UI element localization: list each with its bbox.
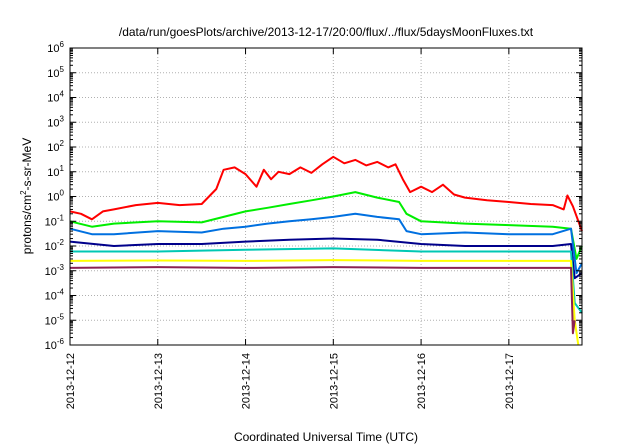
y-tick-label: 100 [47,189,64,204]
y-tick-label: 101 [47,164,64,179]
y-tick-exponent: 2 [60,139,65,148]
y-tick-exponent: 5 [60,65,65,74]
series-line-2 [69,191,583,260]
y-tick-exponent: 0 [60,189,65,198]
y-tick-exponent: 1 [60,164,65,173]
series-line-5 [70,247,583,314]
y-tick-base: 10 [47,192,59,204]
x-axis: 2013-12-12 2013-12-13 2013-12-14 2013-12-15… [65,48,516,409]
y-tick-base: 10 [47,167,59,179]
series-layer [69,155,583,346]
y-tick-base: 10 [47,43,59,55]
y-tick-base: 10 [45,216,57,228]
y-tick-base: 10 [45,241,57,253]
y-tick-exponent: -4 [57,288,65,297]
x-tick-label: 2013-12-12 [65,353,77,409]
y-tick-exponent: -5 [57,312,65,321]
x-axis-label: Coordinated Universal Time (UTC) [234,430,418,444]
x-tick-label: 2013-12-14 [241,353,253,409]
y-axis-label: protons/cm2-s-sr-MeV [19,138,34,254]
y-label-suffix: -s-sr-MeV [20,138,34,191]
y-tick-label: 10-6 [45,337,65,352]
y-tick-label: 10-5 [45,312,65,327]
x-tick-label: 2013-12-15 [328,353,340,409]
series-line-3 [69,212,583,275]
y-tick-exponent: -3 [57,263,65,272]
y-tick-base: 10 [47,93,59,105]
series-line-1 [69,155,583,232]
x-tick-label: 2013-12-17 [504,353,516,409]
y-tick-exponent: 3 [60,114,65,123]
y-tick-base: 10 [45,266,57,278]
y-tick-exponent: -2 [57,238,65,247]
y-tick-label: 10-4 [45,288,65,303]
y-tick-base: 10 [45,291,57,303]
y-tick-exponent: -6 [57,337,65,346]
y-axis: 10-610-510-410-310-210-11001011021031041… [45,40,582,352]
y-tick-exponent: -1 [57,213,65,222]
x-tick-label: 2013-12-13 [153,353,165,409]
grid [70,48,582,345]
chart-title: /data/run/goesPlots/archive/2013-12-17/2… [119,25,534,39]
series-line-7 [69,266,576,335]
y-tick-base: 10 [45,340,57,352]
y-tick-base: 10 [47,142,59,154]
y-label-prefix: protons/cm [20,195,34,254]
y-tick-label: 104 [47,90,64,105]
series-line-6 [69,259,580,346]
y-tick-base: 10 [45,315,57,327]
y-label-superscript: 2 [19,190,28,195]
y-tick-base: 10 [47,117,59,129]
y-tick-exponent: 6 [60,40,65,49]
y-tick-label: 106 [47,40,64,55]
y-tick-exponent: 4 [60,90,65,99]
y-tick-label: 10-1 [45,213,65,228]
y-tick-label: 10-2 [45,238,65,253]
y-tick-label: 105 [47,65,64,80]
y-tick-base: 10 [47,68,59,80]
y-tick-label: 10-3 [45,263,65,278]
series-line-4 [69,237,583,280]
y-tick-label: 103 [47,114,64,129]
y-tick-label: 102 [47,139,64,154]
x-tick-label: 2013-12-16 [416,353,428,409]
